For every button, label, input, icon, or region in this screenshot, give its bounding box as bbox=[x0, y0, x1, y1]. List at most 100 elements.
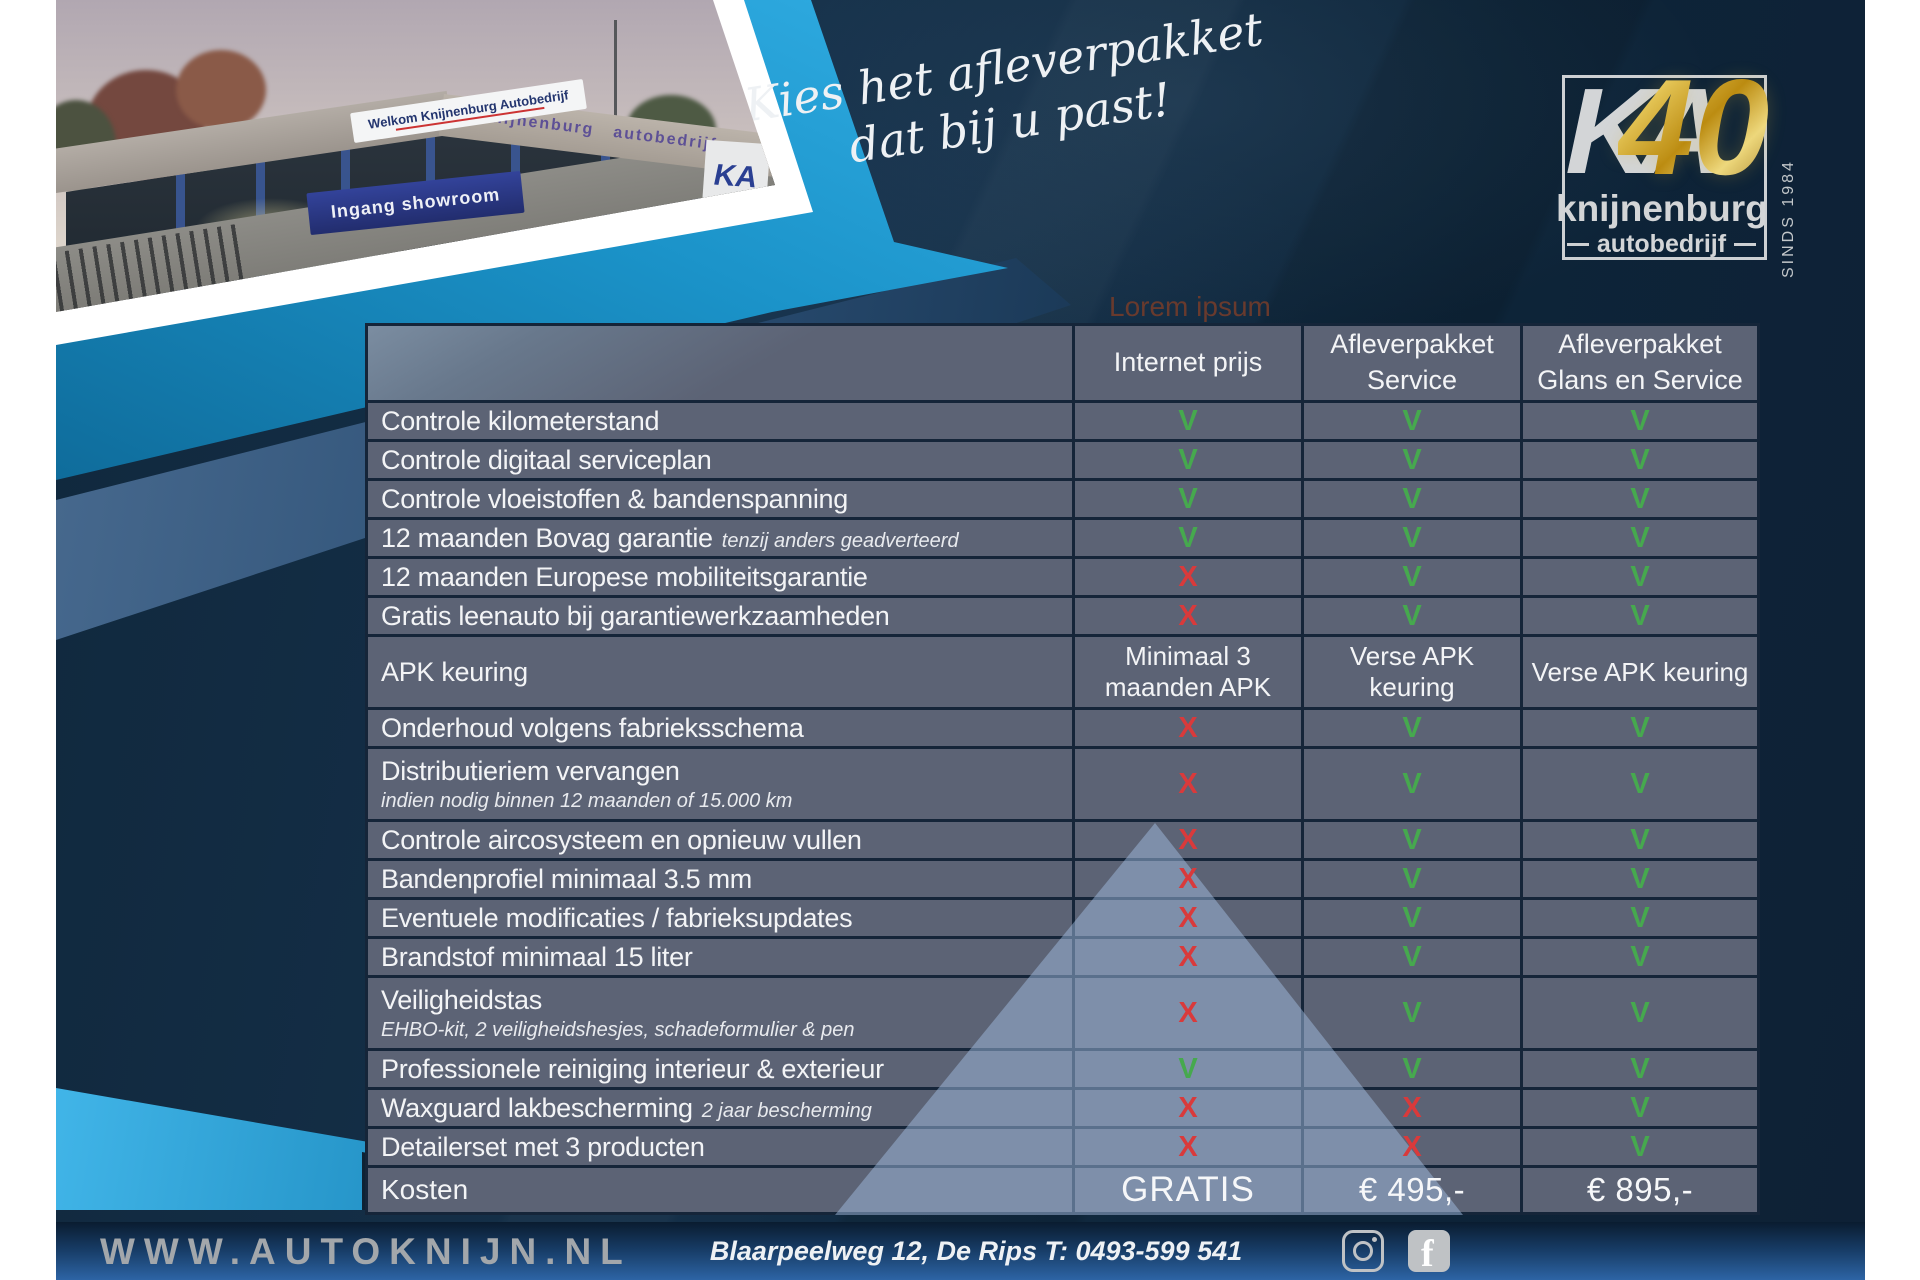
feature-label-cell: Bandenprofiel minimaal 3.5 mm bbox=[368, 861, 1072, 897]
check-mark: V bbox=[1402, 443, 1422, 476]
feature-label-cell: Eventuele modificaties / fabrieksupdates bbox=[368, 900, 1072, 936]
feature-value-cell: Verse APK keuring bbox=[1523, 637, 1757, 707]
feature-value-cell: V bbox=[1075, 520, 1301, 556]
feature-value-cell: V bbox=[1523, 749, 1757, 819]
check-mark: V bbox=[1630, 443, 1650, 476]
cross-mark: X bbox=[1402, 1130, 1422, 1163]
feature-sublabel: EHBO-kit, 2 veiligheidshesjes, schadefor… bbox=[381, 1018, 855, 1041]
feature-value-cell: V bbox=[1304, 749, 1520, 819]
feature-value-cell: V bbox=[1523, 442, 1757, 478]
cost-row: Kosten GRATIS € 495,- € 895,- bbox=[368, 1168, 1757, 1212]
table-row: Bandenprofiel minimaal 3.5 mm X V V bbox=[368, 861, 1757, 897]
feature-value-cell: X bbox=[1075, 822, 1301, 858]
feature-label-cell: Veiligheidstas EHBO-kit, 2 veiligheidshes… bbox=[368, 978, 1072, 1048]
feature-value-cell: V bbox=[1523, 978, 1757, 1048]
feature-label-line: Eventuele modificaties / fabrieksupdates bbox=[381, 903, 853, 934]
feature-label: 12 maanden Europese mobiliteitsgarantie bbox=[381, 561, 868, 592]
entrance-sign-text: Ingang showroom bbox=[329, 183, 502, 222]
table-row: 12 maanden Europese mobiliteitsgarantie X… bbox=[368, 559, 1757, 595]
check-mark: V bbox=[1402, 521, 1422, 554]
poster-content-area: knijnenburg autobedrijf Welkom Knijnenbu… bbox=[56, 0, 1865, 1280]
cross-mark: X bbox=[1178, 1130, 1198, 1163]
check-mark: V bbox=[1402, 767, 1422, 800]
check-mark: V bbox=[1402, 711, 1422, 744]
feature-value-cell: V bbox=[1304, 978, 1520, 1048]
cross-mark: X bbox=[1178, 823, 1198, 856]
instagram-icon bbox=[1342, 1230, 1384, 1272]
cross-mark: X bbox=[1178, 901, 1198, 934]
feature-value-cell: V bbox=[1304, 710, 1520, 746]
feature-label-cell: Gratis leenauto bij garantiewerkzaamhede… bbox=[368, 598, 1072, 634]
logo-frame bbox=[1562, 75, 1767, 260]
feature-label-line: Controle kilometerstand bbox=[381, 406, 660, 437]
feature-label-cell: Waxguard lakbescherming 2 jaar beschermin… bbox=[368, 1090, 1072, 1126]
check-mark: V bbox=[1402, 599, 1422, 632]
cost-value: € 895,- bbox=[1586, 1171, 1694, 1208]
feature-label-cell: Controle kilometerstand bbox=[368, 403, 1072, 439]
feature-label-cell: 12 maanden Europese mobiliteitsgarantie bbox=[368, 559, 1072, 595]
check-mark: V bbox=[1402, 901, 1422, 934]
check-mark: V bbox=[1178, 521, 1198, 554]
fascia-sub-label: autobedrijf bbox=[612, 124, 719, 154]
table-row: Professionele reiniging interieur & exte… bbox=[368, 1051, 1757, 1087]
feature-label-cell: 12 maanden Bovag garantie tenzij anders g… bbox=[368, 520, 1072, 556]
feature-label-note: 2 jaar bescherming bbox=[701, 1099, 872, 1122]
check-mark: V bbox=[1178, 443, 1198, 476]
cross-mark: X bbox=[1178, 767, 1198, 800]
table-row: Veiligheidstas EHBO-kit, 2 veiligheidshes… bbox=[368, 978, 1757, 1048]
cross-mark: X bbox=[1178, 940, 1198, 973]
feature-value-cell: V bbox=[1523, 520, 1757, 556]
feature-label: Detailerset met 3 producten bbox=[381, 1131, 705, 1162]
table-row: Waxguard lakbescherming 2 jaar beschermin… bbox=[368, 1090, 1757, 1126]
cross-mark: X bbox=[1178, 996, 1198, 1029]
table-row: Gratis leenauto bij garantiewerkzaamhede… bbox=[368, 598, 1757, 634]
feature-label-line: Controle digitaal serviceplan bbox=[381, 445, 712, 476]
feature-label-cell: Detailerset met 3 producten bbox=[368, 1129, 1072, 1165]
flag-pole bbox=[614, 20, 617, 170]
cost-label-cell: Kosten bbox=[368, 1168, 1072, 1212]
feature-value-cell: V bbox=[1075, 442, 1301, 478]
feature-label: Controle aircosysteem en opnieuw vullen bbox=[381, 824, 862, 855]
table-row: Eventuele modificaties / fabrieksupdates… bbox=[368, 900, 1757, 936]
feature-label-line: Veiligheidstas bbox=[381, 985, 542, 1016]
feature-value-cell: X bbox=[1075, 710, 1301, 746]
feature-label: Distributieriem vervangen bbox=[381, 755, 680, 786]
check-mark: V bbox=[1630, 711, 1650, 744]
logo-brand-name: knijnenburg bbox=[1556, 188, 1768, 229]
check-mark: V bbox=[1402, 1052, 1422, 1085]
cross-mark: X bbox=[1178, 862, 1198, 895]
feature-value-cell: Verse APK keuring bbox=[1304, 637, 1520, 707]
feature-value-cell: V bbox=[1304, 822, 1520, 858]
cost-service-cell: € 495,- bbox=[1304, 1168, 1520, 1212]
feature-value-cell: X bbox=[1075, 598, 1301, 634]
feature-label-cell: APK keuring bbox=[368, 637, 1072, 707]
feature-value-cell: V bbox=[1523, 710, 1757, 746]
check-mark: V bbox=[1630, 404, 1650, 437]
lorem-watermark: Lorem ipsum bbox=[1109, 291, 1271, 322]
feature-label-line: Professionele reiniging interieur & exte… bbox=[381, 1054, 884, 1085]
column-header-label: Afleverpakket Glans en Service bbox=[1537, 329, 1743, 395]
feature-label: Professionele reiniging interieur & exte… bbox=[381, 1053, 884, 1084]
feature-value-cell: V bbox=[1304, 442, 1520, 478]
cost-glans-cell: € 895,- bbox=[1523, 1168, 1757, 1212]
table-header-row: Internet prijs Afleverpakket Service Afl… bbox=[368, 326, 1757, 400]
feature-value-cell: X bbox=[1304, 1090, 1520, 1126]
feature-value-cell: V bbox=[1523, 1090, 1757, 1126]
feature-label-line: Gratis leenauto bij garantiewerkzaamhede… bbox=[381, 601, 890, 632]
table-row: Controle vloeistoffen & bandenspanning V V… bbox=[368, 481, 1757, 517]
feature-label-cell: Distributieriem vervangen indien nodig bi… bbox=[368, 749, 1072, 819]
check-mark: V bbox=[1630, 521, 1650, 554]
feature-value-cell: V bbox=[1523, 481, 1757, 517]
feature-label-line: Distributieriem vervangen bbox=[381, 756, 680, 787]
table-row: Onderhoud volgens fabrieksschema X V V bbox=[368, 710, 1757, 746]
feature-value-cell: V bbox=[1304, 403, 1520, 439]
feature-value-cell: X bbox=[1075, 559, 1301, 595]
cost-value: € 495,- bbox=[1358, 1171, 1466, 1208]
table-row: APK keuring Minimaal 3 maanden APK Verse A… bbox=[368, 637, 1757, 707]
logo-anniversary-40: 40 bbox=[1618, 46, 1769, 209]
feature-value-text: Minimaal 3 maanden APK bbox=[1104, 641, 1272, 702]
cross-mark: X bbox=[1178, 1091, 1198, 1124]
feature-value-text: Verse APK keuring bbox=[1531, 656, 1749, 687]
check-mark: V bbox=[1402, 940, 1422, 973]
logo-brand-subrow: autobedrijf bbox=[1556, 230, 1767, 259]
